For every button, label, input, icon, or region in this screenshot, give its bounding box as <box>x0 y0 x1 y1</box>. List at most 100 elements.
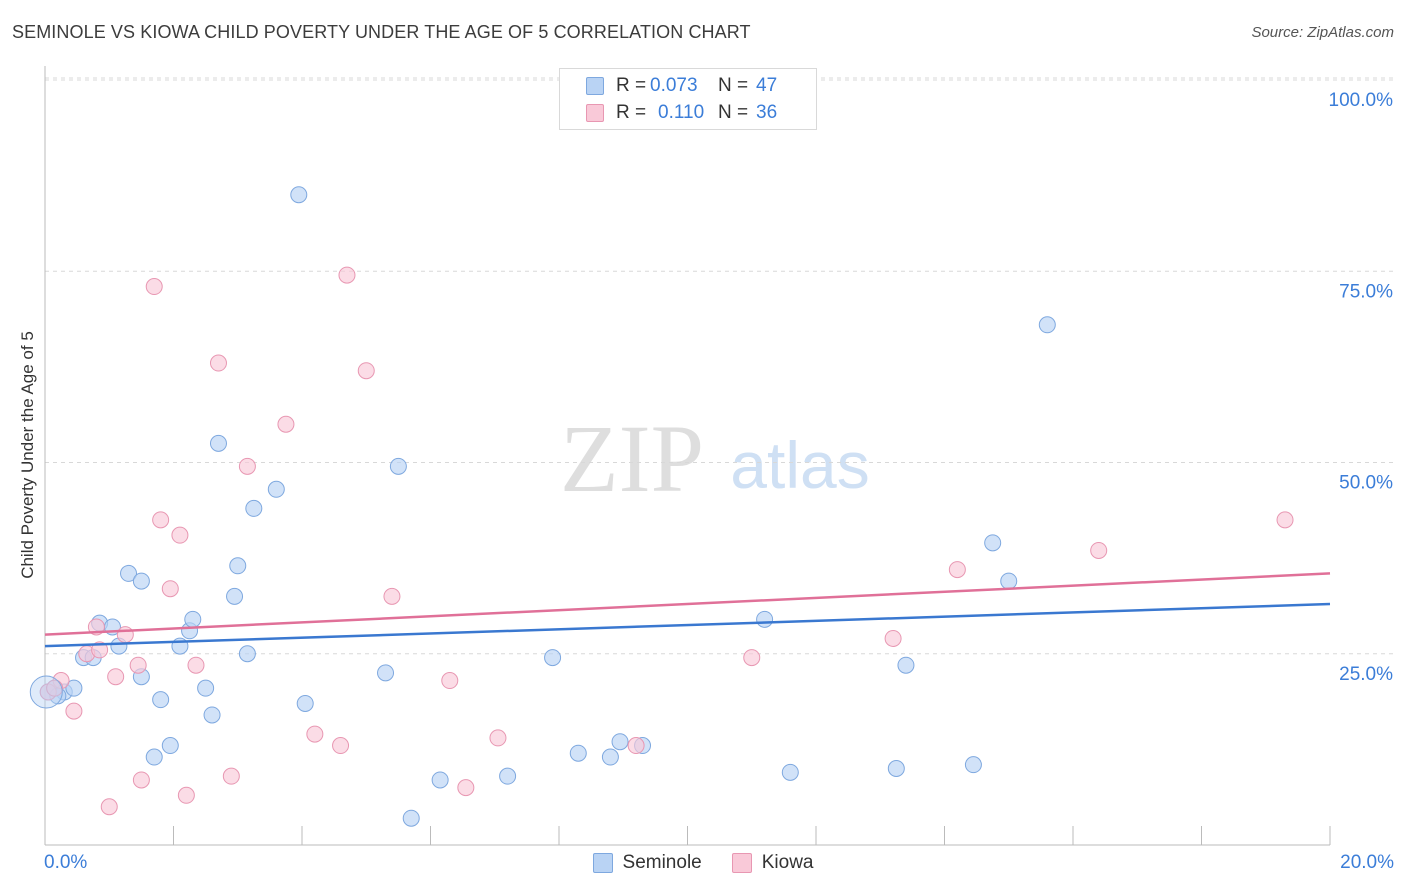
kiowa-point <box>1276 511 1294 529</box>
kiowa-point <box>306 725 324 743</box>
kiowa-point <box>65 702 83 720</box>
kiowa-point <box>222 767 240 785</box>
seminole-point <box>611 733 629 751</box>
n-value: 47 <box>756 75 778 96</box>
seminole-point <box>1038 316 1056 334</box>
r-label: R = <box>616 75 647 96</box>
seminole-point <box>209 434 227 452</box>
legend-row-seminole: R = 0.073 N = 47 <box>586 73 777 99</box>
source-label: Source: ZipAtlas.com <box>1251 24 1394 41</box>
kiowa-point <box>884 629 902 647</box>
series-legend: Seminole Kiowa <box>0 852 1406 874</box>
data-points <box>29 186 1294 827</box>
correlation-legend: R = 0.073 N = 47 R = 0.110 N = 36 <box>559 68 817 130</box>
seminole-point <box>65 679 83 697</box>
seminole-point <box>296 694 314 712</box>
kiowa-point <box>489 729 507 747</box>
seminole-point <box>389 457 407 475</box>
y-tick-label: 100.0% <box>1329 90 1394 111</box>
legend-label-kiowa: Kiowa <box>761 852 814 873</box>
y-tick-labels: 25.0% 50.0% 75.0% 100.0% <box>1329 90 1394 685</box>
legend-row-kiowa: R = 0.110 N = 36 <box>586 100 777 126</box>
n-value: 36 <box>756 102 778 123</box>
watermark: ZIP atlas <box>560 405 870 512</box>
n-label: N = <box>718 75 749 96</box>
seminole-point <box>229 557 247 575</box>
n-label: N = <box>718 102 749 123</box>
seminole-point <box>544 649 562 667</box>
seminole-point <box>431 771 449 789</box>
seminole-point <box>184 610 202 628</box>
seminole-swatch <box>586 77 604 95</box>
seminole-point <box>290 186 308 204</box>
r-label: R = <box>616 102 647 123</box>
seminole-point <box>267 480 285 498</box>
y-tick-label: 25.0% <box>1339 664 1393 685</box>
kiowa-point <box>743 649 761 667</box>
kiowa-swatch <box>586 104 604 122</box>
seminole-point <box>887 760 905 777</box>
kiowa-point <box>187 656 205 674</box>
legend-item-seminole: Seminole <box>592 852 702 874</box>
axes <box>44 66 1331 846</box>
seminole-point <box>1000 572 1018 590</box>
seminole-point <box>964 756 982 774</box>
seminole-swatch <box>592 853 613 873</box>
seminole-point <box>226 587 244 605</box>
kiowa-point <box>91 641 109 659</box>
watermark-zip: ZIP <box>560 405 704 512</box>
seminole-point <box>756 610 774 628</box>
kiowa-point <box>161 580 179 598</box>
seminole-point <box>601 748 619 766</box>
seminole-point <box>120 564 138 582</box>
seminole-point <box>984 534 1002 552</box>
seminole-point <box>238 645 256 663</box>
trend-lines <box>44 572 1331 648</box>
kiowa-swatch <box>731 853 752 873</box>
kiowa-point <box>338 266 356 284</box>
kiowa-point <box>177 786 195 804</box>
kiowa-point <box>171 526 189 544</box>
kiowa-trend-line <box>44 572 1331 636</box>
kiowa-point <box>277 415 295 433</box>
kiowa-point <box>116 626 134 644</box>
kiowa-point <box>383 587 401 605</box>
kiowa-point <box>129 656 147 674</box>
watermark-atlas: atlas <box>730 428 869 502</box>
kiowa-point <box>132 771 150 789</box>
seminole-point <box>132 572 150 590</box>
kiowa-point <box>145 278 163 296</box>
seminole-point <box>245 499 263 517</box>
kiowa-point <box>107 668 125 686</box>
kiowa-point <box>152 511 170 529</box>
seminole-point <box>161 737 179 755</box>
seminole-point <box>781 763 799 781</box>
kiowa-point <box>100 798 118 816</box>
seminole-point <box>402 809 420 827</box>
kiowa-point <box>209 354 227 372</box>
chart-title: SEMINOLE VS KIOWA CHILD POVERTY UNDER TH… <box>12 22 751 42</box>
kiowa-point <box>457 779 475 797</box>
seminole-point <box>897 656 915 674</box>
kiowa-point <box>332 737 350 755</box>
legend-label-seminole: Seminole <box>622 852 702 873</box>
seminole-point <box>377 664 395 682</box>
kiowa-point <box>46 679 64 697</box>
kiowa-point <box>1090 541 1108 559</box>
y-tick-label: 50.0% <box>1339 473 1393 494</box>
y-tick-label: 75.0% <box>1339 281 1393 302</box>
r-value: 0.073 <box>650 75 698 96</box>
seminole-point <box>197 679 215 697</box>
seminole-point <box>499 767 517 785</box>
seminole-point <box>152 691 170 709</box>
x-tick-label-min: 0.0% <box>44 852 88 873</box>
kiowa-point <box>238 457 256 475</box>
seminole-trend-line <box>44 602 1331 648</box>
kiowa-point <box>357 362 375 380</box>
kiowa-point <box>627 737 645 755</box>
seminole-point <box>203 706 221 724</box>
grid <box>45 77 1393 655</box>
seminole-point <box>145 748 163 766</box>
seminole-point <box>569 744 587 762</box>
